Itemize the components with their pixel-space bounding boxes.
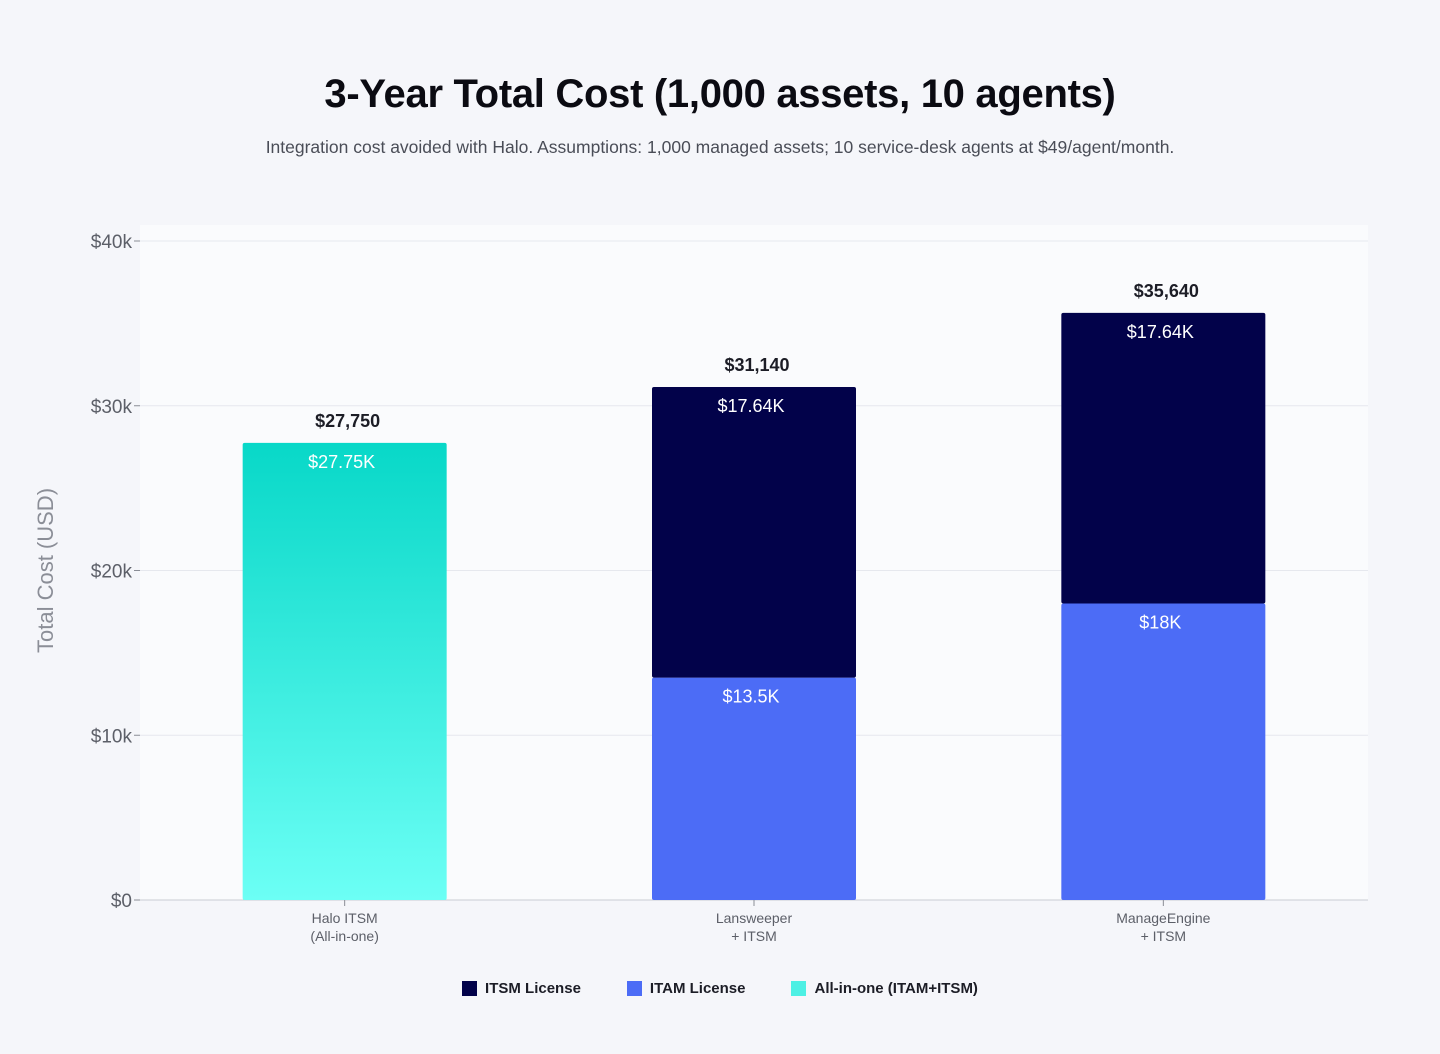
- bar-segment: [242, 442, 447, 900]
- total-label: $31,140: [724, 355, 789, 375]
- bar-segment: [652, 386, 856, 678]
- legend-swatch: [626, 981, 642, 996]
- y-tick-label: $30k: [91, 397, 133, 418]
- segment-label: $18K: [1139, 612, 1181, 632]
- total-label: $27,750: [315, 411, 380, 431]
- legend-label: ITAM License: [649, 980, 746, 997]
- y-tick-label: $10k: [91, 726, 133, 747]
- legend-swatch: [462, 981, 478, 996]
- segment-label: $17.64K: [1127, 322, 1194, 342]
- y-tick-label: $40k: [91, 232, 133, 253]
- legend-item: ITSM License: [462, 980, 581, 997]
- chart-subtitle: Integration cost avoided with Halo. Assu…: [265, 137, 1175, 157]
- y-tick-label: $20k: [91, 562, 133, 583]
- segment-label: $13.5K: [722, 687, 779, 707]
- segment-label: $27.75K: [308, 452, 375, 472]
- bar-segment: [1061, 312, 1266, 604]
- y-axis-label: Total Cost (USD): [33, 488, 58, 653]
- legend-item: All-in-one (ITAM+ITSM): [791, 980, 978, 997]
- x-tick-label: Halo ITSM: [312, 910, 378, 926]
- x-tick-label: Lansweeper: [716, 910, 793, 926]
- legend-label: ITSM License: [485, 980, 581, 997]
- total-label: $35,640: [1134, 281, 1199, 301]
- legend-item: ITAM License: [626, 980, 746, 997]
- chart-title: 3-Year Total Cost (1,000 assets, 10 agen…: [324, 72, 1116, 116]
- chart-legend: ITSM License ITAM License All-in-one (ITAM…: [0, 980, 1440, 997]
- x-tick-label: + ITSM: [1141, 928, 1187, 944]
- x-tick-label: (All-in-one): [310, 928, 378, 944]
- y-tick-label: $0: [111, 891, 132, 912]
- legend-swatch: [791, 981, 807, 996]
- legend-label: All-in-one (ITAM+ITSM): [814, 980, 978, 997]
- x-tick-label: ManageEngine: [1116, 910, 1210, 926]
- bar-segment: [1061, 603, 1266, 900]
- bar-segment: [652, 677, 856, 900]
- segment-label: $17.64K: [717, 396, 784, 416]
- x-tick-label: + ITSM: [731, 928, 777, 944]
